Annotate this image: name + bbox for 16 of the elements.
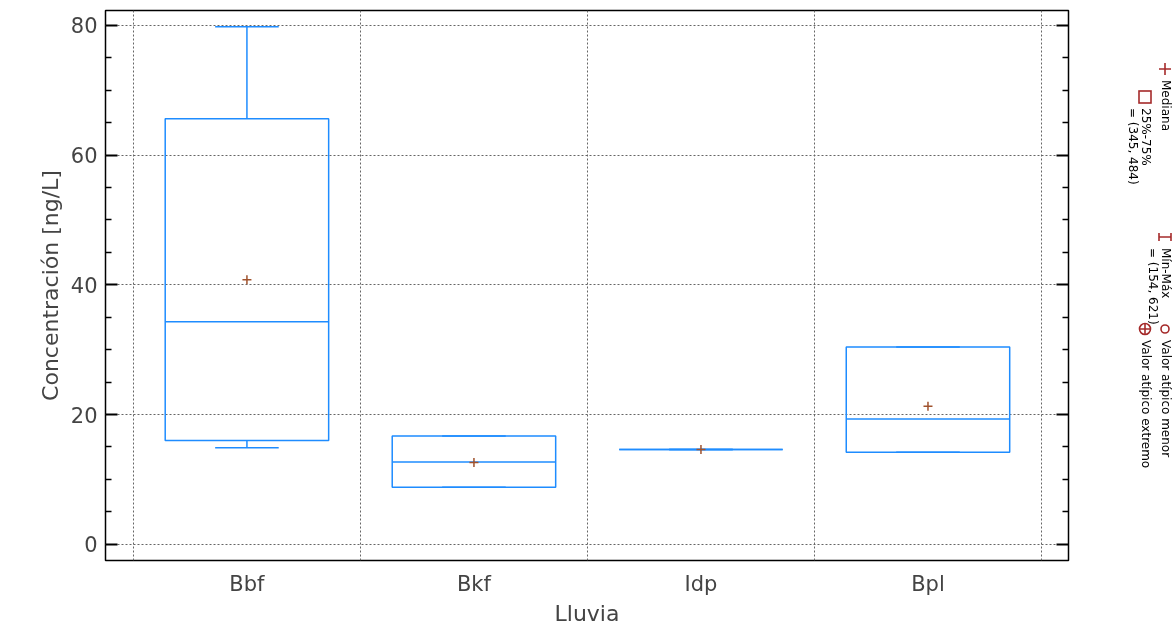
text: Valor atípico menor — [1159, 340, 1173, 458]
x-axis-title: Lluvia — [554, 600, 620, 626]
x-tick-label: Bkf — [456, 571, 492, 596]
y-tick-label: 20 — [70, 403, 98, 428]
y-tick-label: 60 — [70, 144, 98, 169]
x-tick-label: Idp — [684, 571, 718, 596]
text: Mediana — [1159, 80, 1173, 131]
y-tick-label: 0 — [84, 533, 98, 558]
text: Valor atípico extremo — [1139, 340, 1153, 469]
y-tick-label: 80 — [70, 14, 98, 39]
text: 25%-75% = (345, 484) — [1126, 108, 1153, 185]
y-axis-title: Concentración [ng/L] — [37, 170, 63, 401]
y-tick-label: 40 — [70, 273, 98, 298]
x-tick-label: Bbf — [229, 571, 266, 596]
text: Mín-Máx = (154, 621) — [1146, 248, 1173, 325]
x-tick-label: Bpl — [911, 571, 945, 596]
